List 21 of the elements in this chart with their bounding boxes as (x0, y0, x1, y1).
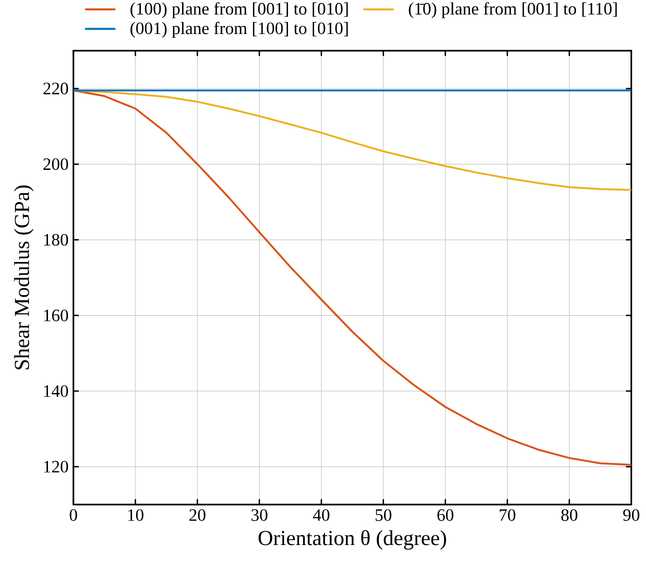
x-tick-label: 20 (189, 509, 206, 521)
x-tick-label: 50 (376, 509, 392, 521)
y-tick-label: 160 (44, 310, 68, 322)
x-tick-label: 70 (500, 509, 516, 521)
x-tick-label: 0 (70, 509, 78, 521)
x-tick-label: 80 (561, 509, 578, 521)
x-tick-label: 90 (623, 509, 640, 521)
y-tick-label: 140 (44, 385, 68, 397)
legend-label: (100) plane from [001] to [010] (130, 2, 348, 18)
y-tick-label: 220 (43, 82, 68, 94)
x-tick-label: 30 (252, 509, 268, 521)
legend-label: (1̄0) plane from [001] to [110] (408, 2, 617, 18)
legend-label: (001) plane from [100] to [010] (130, 22, 348, 38)
x-tick-label: 10 (128, 509, 144, 521)
x-axis-title: Orientation θ (degree) (258, 530, 446, 550)
y-tick-label: 120 (44, 460, 68, 473)
x-tick-label: 40 (313, 509, 330, 521)
x-tick-label: 60 (437, 509, 454, 521)
y-axis-title: Shear Modulus (GPa) (14, 185, 34, 370)
y-tick-label: 180 (44, 234, 68, 246)
y-tick-label: 200 (43, 158, 68, 170)
